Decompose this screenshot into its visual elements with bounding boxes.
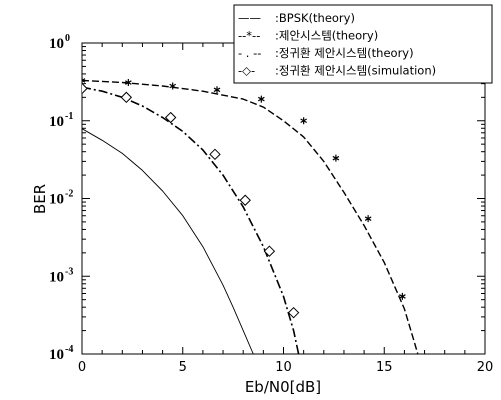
y-tick-label-exponent: -4 <box>65 344 73 355</box>
series-2-point <box>213 86 221 94</box>
series-2-point <box>82 76 86 84</box>
axis-ticks <box>81 42 486 355</box>
series-2-point <box>125 79 132 87</box>
y-tick-label: 10 <box>49 347 64 363</box>
series-2 <box>82 76 419 354</box>
series-2-point <box>364 215 372 223</box>
legend-label-4: :정귀환 제안시스템(simulation) <box>275 64 436 78</box>
series-4-point <box>120 91 133 104</box>
y-tick-label: 10 <box>49 192 64 208</box>
series-4-point <box>263 245 276 257</box>
x-axis-label: Eb/N0[dB] <box>245 378 321 396</box>
series-4-point <box>209 148 221 161</box>
y-axis-label: BER <box>31 184 49 214</box>
y-tick-label: 10 <box>49 269 64 285</box>
series-1 <box>82 128 254 354</box>
x-tick-label: 0 <box>78 360 86 375</box>
legend-label-2: :제안시스템(theory) <box>275 29 378 43</box>
series-4-point <box>82 82 88 95</box>
series-2-point <box>332 154 340 162</box>
y-tick-label-exponent: -1 <box>65 111 73 122</box>
series-2-line <box>82 79 419 354</box>
series-4 <box>82 82 300 319</box>
series-4-point <box>239 194 251 206</box>
legend-entries: —— :BPSK(theory) --*-- :제안시스템(theory) - . --… <box>238 11 436 78</box>
y-tick-label-exponent: 0 <box>65 33 70 44</box>
legend-sample-1: —— <box>238 11 261 25</box>
series-2-point <box>169 82 177 90</box>
x-tick-label: 15 <box>376 360 393 375</box>
y-tick-label-exponent: -2 <box>65 189 73 200</box>
plot-frame <box>81 42 486 355</box>
legend-sample-4: -◇- <box>238 64 255 78</box>
series-2-point <box>258 95 265 103</box>
series-3 <box>82 86 300 354</box>
series-1-line <box>82 128 254 354</box>
series-4-point <box>287 306 300 319</box>
y-tick-label: 10 <box>49 36 64 52</box>
legend-sample-2: --*-- <box>238 29 260 43</box>
x-tick-label: 20 <box>477 360 494 375</box>
x-tick-label: 5 <box>179 360 187 375</box>
legend-box <box>233 4 493 84</box>
y-tick-label-exponent: -3 <box>65 266 73 277</box>
x-tick-label: 10 <box>275 360 292 375</box>
y-tick-label: 10 <box>49 114 64 130</box>
series-4-point <box>164 111 177 124</box>
series-2-point <box>399 292 406 300</box>
legend-sample-3: - . -- <box>238 46 261 60</box>
legend: —— :BPSK(theory) --*-- :제안시스템(theory) - . --… <box>233 4 493 84</box>
legend-label-3: :정귀환 제안시스템(theory) <box>275 46 414 60</box>
legend-label-1: :BPSK(theory) <box>275 11 355 25</box>
series-3-line <box>82 86 300 354</box>
plot-area <box>82 76 419 354</box>
series-2-point <box>300 117 307 125</box>
